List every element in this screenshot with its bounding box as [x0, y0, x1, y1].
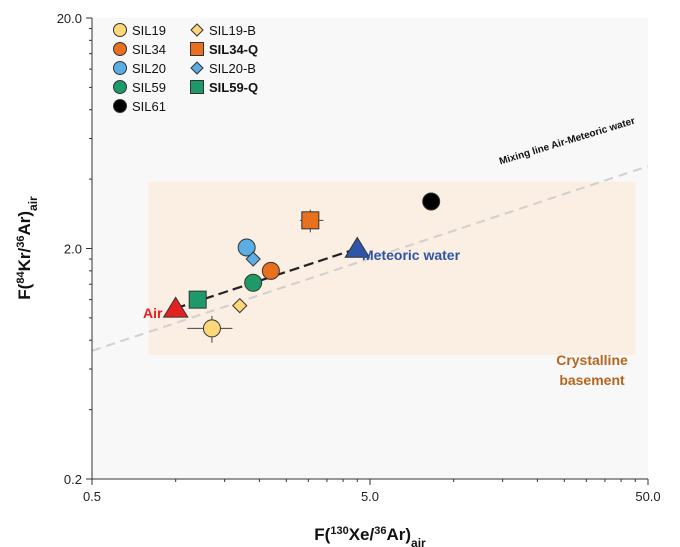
legend-marker-sil61: [113, 99, 127, 113]
legend-marker-sil19-b: [190, 23, 204, 37]
endmember-air: [162, 296, 189, 318]
legend-label-sil19-b: SIL19-B: [209, 23, 256, 38]
y-tick-label: 0.2: [64, 472, 82, 487]
air-label: Air: [143, 305, 163, 321]
legend-label-sil19: SIL19: [132, 23, 166, 38]
legend-label-sil59-q: SIL59-Q: [209, 80, 258, 95]
point-sil19-b: [232, 297, 248, 314]
legend-marker-sil59-q: [190, 80, 204, 94]
point-sil19: [202, 319, 221, 338]
crystalline-basement-region: [148, 181, 636, 356]
region-label-line2: basement: [559, 372, 625, 388]
mixing-line-air-meteoric: [91, 165, 649, 352]
meteoric-water-label: Meteoric water: [362, 247, 461, 263]
legend-marker-sil59: [113, 80, 127, 94]
legend-marker-sil34-q: [190, 42, 204, 56]
data-points: [162, 192, 441, 338]
legend-label-sil20: SIL20: [132, 61, 166, 76]
region-label-line1: Crystalline: [556, 352, 628, 368]
legend-label-sil59: SIL59: [132, 80, 166, 95]
legend-label-sil61: SIL61: [132, 99, 166, 114]
point-sil20: [237, 238, 256, 257]
point-sil20-b: [245, 251, 261, 267]
point-sil61: [422, 192, 441, 211]
legend-label-sil34: SIL34: [132, 42, 166, 57]
point-sil59-q: [188, 290, 207, 309]
y-tick-label: 20.0: [57, 11, 82, 26]
x-tick-label: 0.5: [83, 489, 101, 504]
point-sil34: [261, 261, 280, 280]
endmember-meteoric-water: [344, 236, 371, 258]
legend-marker-sil19: [113, 23, 127, 37]
legend-marker-sil20: [113, 61, 127, 75]
legend-marker-sil34: [113, 42, 127, 56]
legend: SIL19 SIL34 SIL20 SIL59 SIL61 SIL19-B SIL34-Q S…: [113, 23, 258, 114]
x-tick-label: 50.0: [635, 489, 660, 504]
legend-marker-sil20-b: [190, 61, 204, 75]
y-axis-title: F(84Kr/36Ar)air: [15, 196, 40, 300]
x-axis-title: F(130Xe/36Ar)air: [314, 525, 426, 547]
point-sil34-q: [301, 211, 320, 230]
axes: 20.0 2.0 0.20.5 5.0 50.0: [57, 11, 661, 504]
y-tick-label: 2.0: [64, 242, 82, 257]
x-tick-label: 5.0: [361, 489, 379, 504]
point-sil59: [244, 273, 263, 292]
legend-label-sil20-b: SIL20-B: [209, 61, 256, 76]
legend-label-sil34-q: SIL34-Q: [209, 42, 258, 57]
